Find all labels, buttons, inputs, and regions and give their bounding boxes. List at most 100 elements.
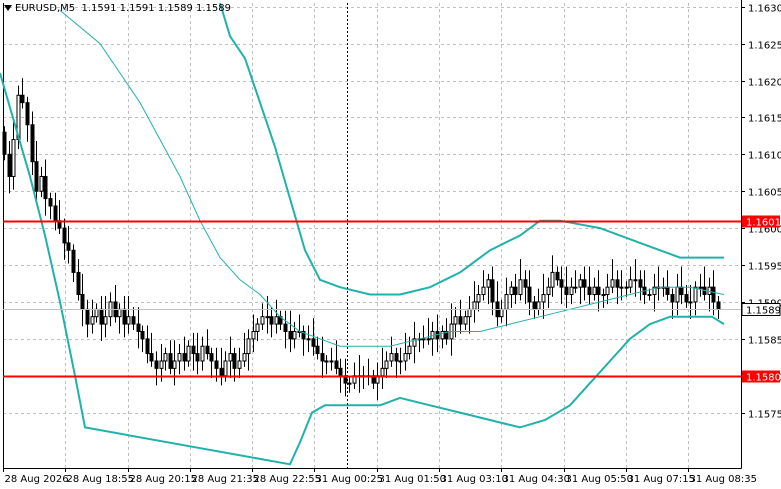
candle-body-bear [711, 286, 716, 303]
candle-body-bear [596, 286, 601, 296]
candle-body-bull [380, 367, 385, 377]
candle-body-bear [34, 161, 39, 192]
candle-body-bear [191, 345, 196, 355]
candle-body-bull [255, 323, 260, 332]
current-price-tag [741, 303, 781, 316]
candle-body-bear [283, 323, 288, 332]
candle-body-bull [329, 360, 334, 363]
candle-body-bull [347, 382, 352, 385]
candle-body-bull [592, 286, 597, 296]
candle-body-bull [536, 301, 541, 310]
candle-body-bear [320, 353, 325, 362]
candle-body-bull [453, 316, 458, 325]
candle-body-bull [389, 353, 394, 362]
price-tick-label: 1.1605 [748, 188, 781, 199]
candle-body-bull [39, 175, 44, 192]
time-tick-label: 28 Aug 2026 [5, 474, 69, 485]
candle-body-bull [688, 301, 693, 304]
candle-body-bull [467, 308, 472, 318]
candle-body-bull [633, 279, 638, 282]
candle-body-bull [605, 286, 610, 296]
candle-body-bear [301, 330, 306, 340]
candle-body-bear [53, 205, 58, 222]
symbol-name: EURUSD,M5 [15, 3, 76, 14]
candle-body-bear [71, 249, 76, 273]
candle-body-bear [182, 353, 187, 362]
candle-body-bear [523, 279, 528, 288]
candle-body-bear [490, 279, 495, 303]
candle-body-bear [338, 367, 343, 377]
candle-body-bull [403, 353, 408, 362]
candle-body-bear [555, 271, 560, 281]
candle-body-bear [219, 367, 224, 377]
candle-body-bull [421, 338, 426, 341]
candle-body-bear [209, 353, 214, 362]
candle-body-bear [168, 353, 173, 369]
candle-body-bull [486, 279, 491, 288]
candle-body-bull [476, 294, 481, 303]
candle-body-bear [269, 316, 274, 325]
candle-body-bull [126, 316, 131, 325]
candle-body-bear [136, 323, 141, 332]
candle-body-bear [527, 286, 532, 303]
candle-body-bull [186, 345, 191, 362]
time-tick-label: 31 Aug 00:25 [316, 474, 383, 485]
time-tick-label: 28 Aug 20:15 [130, 474, 197, 485]
candle-body-bear [582, 279, 587, 288]
candle-body-bull [260, 316, 265, 325]
price-tick-label: 1.1615 [748, 114, 781, 125]
price-tick-label: 1.1610 [748, 151, 781, 162]
time-tick-label: 31 Aug 08:35 [690, 474, 757, 485]
symbol-header: EURUSD,M5 1.1591 1.1591 1.1589 1.1589 [4, 3, 231, 14]
candle-body-bear [131, 316, 136, 325]
candle-body-bull [172, 360, 177, 369]
candle-body-bull [251, 330, 256, 340]
candle-body-bull [693, 286, 698, 303]
time-tick-label: 28 Aug 21:35 [192, 474, 259, 485]
candle-body-bull [384, 360, 389, 369]
price-tick-label: 1.1625 [748, 41, 781, 52]
candle-body-bull [90, 316, 95, 325]
candle-body-bear [62, 227, 67, 244]
candle-body-bull [698, 286, 703, 289]
candle-body-bear [513, 286, 518, 296]
candle-body-bear [76, 271, 81, 296]
candle-body-bear [315, 345, 320, 355]
candle-body-bear [2, 131, 7, 155]
candle-body-bear [532, 301, 537, 310]
time-tick-label: 28 Aug 18:55 [67, 474, 134, 485]
time-tick-label: 31 Aug 01:50 [379, 474, 446, 485]
candle-body-bull [546, 286, 551, 296]
price-tick-label: 1.1600 [748, 225, 781, 236]
collapse-triangle-icon[interactable] [4, 5, 12, 11]
candle-body-bear [85, 308, 90, 325]
band-lower-line [0, 72, 725, 466]
ohlc-values: 1.1591 1.1591 1.1589 1.1589 [81, 3, 231, 14]
candle-body-bear [670, 294, 675, 303]
candle-body-bull [578, 279, 583, 288]
candle-body-bear [615, 279, 620, 288]
candle-body-bull [610, 279, 615, 288]
candle-body-bull [440, 330, 445, 340]
price-tick-label: 1.1575 [748, 410, 781, 421]
candle-body-bull [624, 286, 629, 289]
candle-body-bear [214, 360, 219, 369]
band-upper-line [219, 2, 724, 296]
candle-body-bull [412, 338, 417, 347]
candle-body-bull [499, 308, 504, 318]
candle-body-bull [504, 294, 509, 310]
candle-body-bear [7, 153, 12, 177]
candle-body-bull [11, 139, 16, 177]
candle-body-bull [601, 294, 606, 297]
candle-body-bear [195, 353, 200, 362]
candle-body-bull [652, 286, 657, 296]
candle-body-bull [324, 360, 329, 363]
candle-body-bear [679, 286, 684, 296]
candle-body-bear [154, 360, 159, 369]
candle-body-bear [43, 175, 48, 200]
candle-body-bear [311, 338, 316, 347]
candle-body-bear [20, 94, 25, 104]
candle-body-bull [177, 353, 182, 362]
